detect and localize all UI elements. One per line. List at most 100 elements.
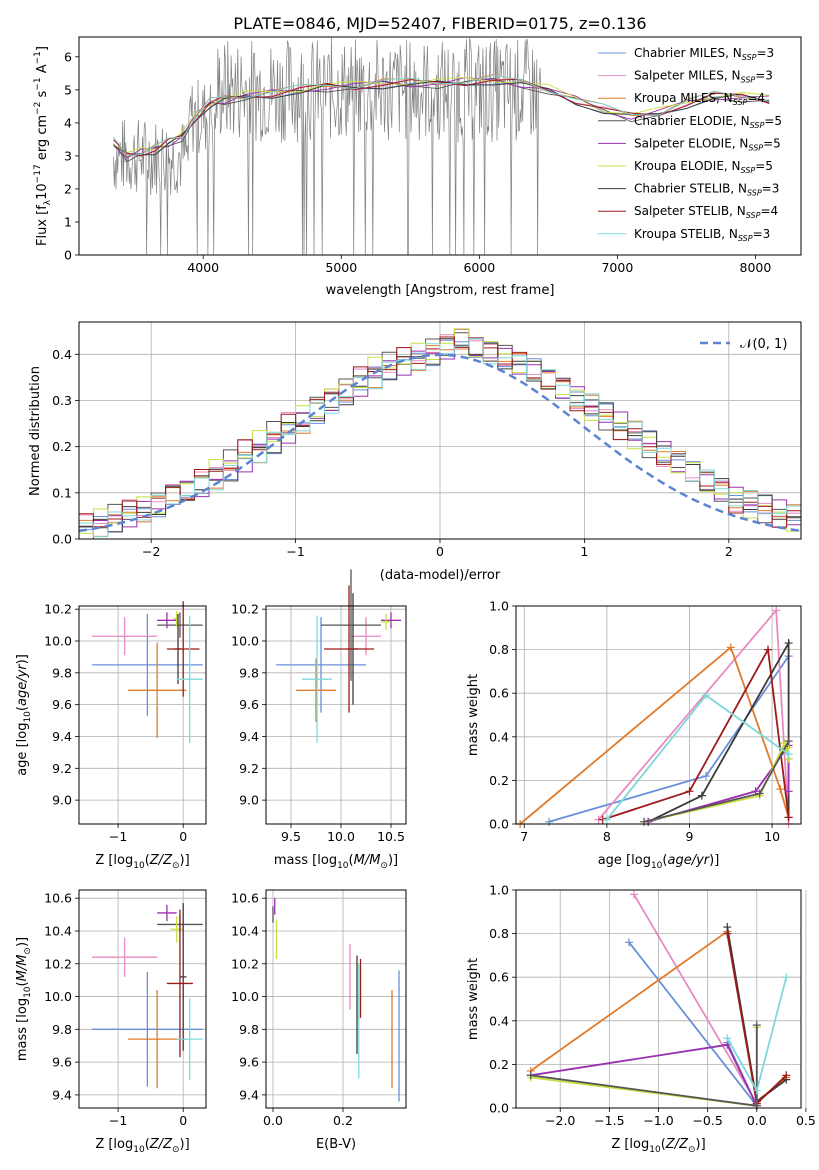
weight-marker-kroupa_miles [726, 643, 735, 652]
y-tick-label: 9.4 [239, 1087, 259, 1102]
weight-marker-chabrier_elodie [755, 789, 764, 798]
weight-marker-salpeter_stelib [763, 645, 772, 654]
label-part: ⊙ [380, 861, 388, 871]
label-part: erg cm [35, 115, 50, 164]
x-tick-label: 0 [179, 829, 187, 844]
legend-label-chabrier_miles: Chabrier MILES, NSSP=3 [634, 46, 774, 62]
legend-sub: SSP [746, 211, 761, 220]
label-part: age/yr [15, 663, 30, 706]
weight-marker-kroupa_stelib [752, 1086, 761, 1095]
weight-marker-kroupa_stelib [702, 691, 710, 700]
y-tick-label: 9.8 [239, 665, 259, 680]
legend-text: Salpeter ELODIE, N [634, 136, 748, 150]
label-part: )] [15, 937, 30, 947]
plot-area [516, 606, 793, 828]
x-axis-label: Z [log10(Z/Z⊙)] [95, 853, 189, 871]
y-tick-label: 6 [64, 49, 72, 64]
legend-tail: =5 [763, 136, 781, 150]
label-part: ( [661, 1137, 666, 1152]
y-tick-label: 0.1 [52, 485, 72, 500]
legend-sub: SSP [750, 121, 765, 130]
y-tick-label: 9.8 [239, 1022, 259, 1037]
x-axis-label: Z [log10(Z/Z⊙)] [611, 1137, 705, 1155]
weight-marker-salpeter_stelib [685, 787, 694, 796]
weight-marker-salpeter_stelib [782, 1071, 791, 1080]
x-tick-label: −2.0 [545, 1113, 575, 1128]
weight-marker-chabrier_miles [702, 772, 710, 781]
weight-marker-chabrier_elodie [526, 1071, 535, 1080]
histogram-salpeter_stelib [79, 336, 801, 528]
label-part: )] [696, 1137, 706, 1152]
label-part: s [35, 90, 50, 101]
weight-marker-salpeter_stelib [784, 813, 793, 822]
label-part: age [log [598, 853, 651, 868]
y-tick-label: 9.0 [239, 793, 259, 808]
x-axis-label: age [log10(age/yr)] [598, 853, 720, 871]
legend-text: Kroupa ELODIE, N [634, 159, 741, 173]
y-tick-label: 10.4 [231, 923, 259, 938]
y-tick-label: 0.4 [52, 347, 72, 362]
y-tick-label: 10.0 [231, 634, 259, 649]
x-tick-label: 8 [603, 829, 611, 844]
figure-title: PLATE=0846, MJD=52407, FIBERID=0175, z=0… [233, 14, 646, 33]
weight-marker-kroupa_stelib [602, 815, 611, 824]
legend-sub: SSP [748, 143, 763, 152]
y-tick-label: 0.2 [489, 773, 509, 788]
label-part: ( [662, 853, 667, 868]
legend-label-salpeter_stelib: Salpeter STELIB, NSSP=4 [634, 204, 778, 220]
y-tick-label: 2 [64, 181, 72, 196]
panel-age_vs_mass: 9.5 10.0 10.5 9.0 9.2 9.4 9.6 9.8 10.0 10.2 mass [… [231, 569, 407, 871]
legend-text: Salpeter STELIB, N [634, 204, 746, 218]
label-part: 10 [133, 1145, 145, 1155]
label-part: A [35, 64, 50, 77]
y-tick-label: 9.8 [52, 1022, 72, 1037]
legend-text: Salpeter MILES, N [634, 69, 741, 83]
x-tick-label: 0.0 [747, 1113, 767, 1128]
x-tick-label: 7 [520, 829, 528, 844]
weight-line-kroupa_miles [519, 645, 790, 825]
data-spectrum [113, 37, 542, 256]
label-part: ⊙ [23, 947, 33, 955]
x-tick-label: 7000 [601, 260, 633, 275]
plot-area [113, 37, 770, 256]
x-tick-label: 5000 [325, 260, 357, 275]
y-axis-label: mass weight [466, 674, 481, 756]
label-part: Z/Z [149, 853, 173, 868]
y-tick-label: 9.4 [239, 729, 259, 744]
y-tick-label: 5 [64, 82, 72, 97]
weight-marker-kroupa_miles [776, 785, 785, 794]
y-tick-label: 0.2 [489, 1057, 509, 1072]
axes-frame [265, 889, 407, 1109]
y-tick-label: 10.0 [231, 989, 259, 1004]
y-axis-label: mass weight [466, 958, 481, 1040]
x-tick-label: −1.5 [594, 1113, 624, 1128]
label-part: ( [15, 706, 30, 711]
y-tick-label: 10.2 [44, 602, 72, 617]
legend-tail: =3 [756, 46, 774, 60]
x-tick-label: 0 [179, 1113, 187, 1128]
axes-frame [78, 36, 802, 256]
y-axis-label: mass [log10(M/M⊙)] [15, 937, 33, 1061]
legend-tail: =3 [755, 69, 773, 83]
weight-marker-kroupa_stelib [784, 750, 793, 759]
y-tick-label: 0.0 [52, 532, 72, 547]
y-axis-label: age [log10(age/yr)] [15, 654, 33, 776]
x-tick-label: 0 [436, 544, 444, 559]
y-tick-label: 9.6 [52, 697, 72, 712]
y-tick-label: 9.6 [239, 697, 259, 712]
model-spectrum-kroupa_stelib [113, 74, 770, 156]
legend-sub: SSP [741, 76, 756, 85]
y-tick-label: 10.0 [44, 989, 72, 1004]
legend-label-salpeter_elodie: Salpeter ELODIE, NSSP=5 [634, 136, 781, 152]
axes-frame [515, 605, 802, 825]
label-part: ] [35, 46, 50, 51]
label-part: −1 [33, 51, 43, 64]
label-part: mass [log [274, 853, 337, 868]
label-part: ⊙ [172, 861, 180, 871]
label-part: ( [15, 981, 30, 986]
label-part: Z/Z [149, 1137, 173, 1152]
label-part: M/M [354, 853, 381, 868]
